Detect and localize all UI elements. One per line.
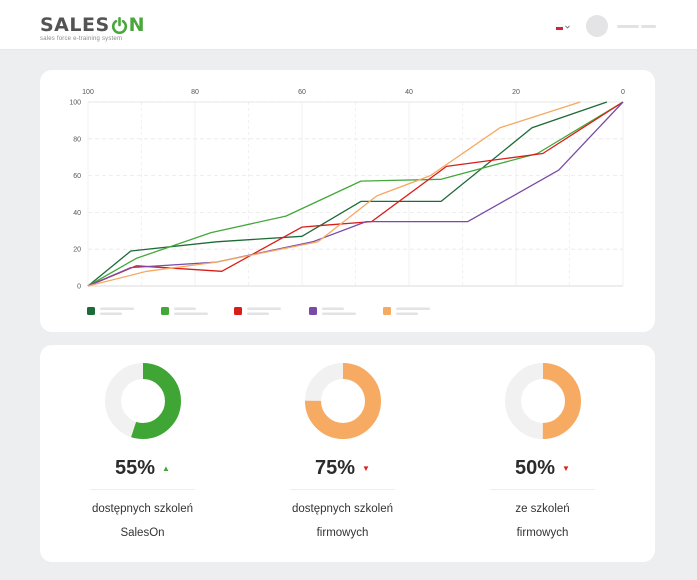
percent-row: 50% ▼ bbox=[440, 457, 645, 480]
stat-salesons-trainings: 55% ▲ dostępnych szkoleń SalesOn bbox=[40, 345, 245, 562]
series-line-series-4 bbox=[87, 101, 624, 287]
legend-label-bar bbox=[174, 307, 196, 310]
x-tick-label: 20 bbox=[512, 89, 520, 96]
legend-swatch-series-5 bbox=[383, 307, 391, 315]
stat-label-line1: dostępnych szkoleń bbox=[91, 503, 193, 515]
y-tick-label: 100 bbox=[69, 100, 81, 107]
user-avatar[interactable] bbox=[586, 15, 608, 37]
trend-up-icon: ▲ bbox=[162, 463, 170, 473]
stat-divider bbox=[490, 489, 595, 490]
logo-prefix: SALES bbox=[40, 14, 110, 36]
legend-label-bar bbox=[247, 307, 281, 310]
legend-label-bar bbox=[322, 307, 344, 310]
y-tick-label: 80 bbox=[73, 136, 81, 143]
y-tick-label: 40 bbox=[73, 210, 81, 217]
legend-swatch-series-1 bbox=[87, 307, 95, 315]
stat-from-company-trainings: 50% ▼ ze szkoleń firmowych bbox=[440, 345, 645, 562]
flag-pl-icon bbox=[556, 24, 563, 30]
donut-chart bbox=[505, 363, 581, 439]
x-tick-label: 0 bbox=[621, 89, 625, 96]
stats-card: 55% ▲ dostępnych szkoleń SalesOn 75% ▼ d… bbox=[40, 345, 655, 562]
x-tick-label: 60 bbox=[298, 89, 306, 96]
stat-divider bbox=[290, 489, 395, 490]
legend-label-bar bbox=[396, 307, 430, 310]
user-name-placeholder[interactable] bbox=[617, 25, 639, 28]
legend-label-bar bbox=[322, 312, 356, 315]
percent-value: 50% bbox=[515, 457, 556, 479]
legend-swatch-series-3 bbox=[234, 307, 242, 315]
trend-down-icon: ▼ bbox=[562, 463, 570, 473]
donut-fill bbox=[105, 363, 181, 439]
legend-label-bar bbox=[396, 312, 418, 315]
legend-swatch-series-2 bbox=[161, 307, 169, 315]
logo-tagline: sales force e-training system bbox=[40, 36, 123, 42]
legend-swatch-series-4 bbox=[309, 307, 317, 315]
series-line-series-1 bbox=[87, 101, 608, 287]
language-selector[interactable] bbox=[556, 24, 570, 30]
progress-chart-card: 0 20 40 60 80 100 100 80 60 40 20 0 bbox=[40, 70, 655, 332]
stat-label-line2: firmowych bbox=[516, 527, 569, 539]
percent-row: 55% ▲ bbox=[40, 457, 245, 480]
percent-row: 75% ▼ bbox=[240, 457, 445, 480]
stat-divider bbox=[90, 489, 195, 490]
stat-label-line2: firmowych bbox=[316, 527, 369, 539]
chevron-down-icon bbox=[565, 25, 570, 29]
trend-down-icon: ▼ bbox=[362, 463, 370, 473]
stat-label-line1: ze szkoleń bbox=[515, 503, 570, 515]
legend-label-bar bbox=[100, 312, 122, 315]
y-tick-label: 0 bbox=[77, 284, 81, 291]
legend-label-bar bbox=[174, 312, 208, 315]
user-role-placeholder[interactable] bbox=[641, 25, 656, 28]
x-tick-label: 80 bbox=[191, 89, 199, 96]
stat-company-trainings: 75% ▼ dostępnych szkoleń firmowych bbox=[240, 345, 445, 562]
x-tick-label: 100 bbox=[82, 89, 94, 96]
y-tick-label: 20 bbox=[73, 247, 81, 254]
salesons-logo[interactable]: SALES N sales force e-training system bbox=[40, 15, 145, 42]
logo-wordmark: SALES N bbox=[40, 15, 145, 35]
donut-chart bbox=[305, 363, 381, 439]
stat-label-line1: dostępnych szkoleń bbox=[291, 503, 393, 515]
legend-label-bar bbox=[247, 312, 269, 315]
donut-fill bbox=[305, 363, 381, 439]
series-line-series-2 bbox=[87, 101, 624, 287]
legend-label-bar bbox=[100, 307, 134, 310]
donut-chart bbox=[105, 363, 181, 439]
power-icon bbox=[111, 16, 128, 34]
series-line-series-5 bbox=[87, 101, 581, 287]
x-tick-label: 40 bbox=[405, 89, 413, 96]
series-line-series-3 bbox=[87, 101, 624, 287]
y-tick-label: 60 bbox=[73, 173, 81, 180]
percent-value: 75% bbox=[315, 457, 356, 479]
logo-suffix: N bbox=[128, 14, 146, 36]
top-bar: SALES N sales force e-training system bbox=[0, 0, 697, 50]
stat-label-line2: SalesOn bbox=[120, 527, 165, 539]
donut-fill bbox=[505, 363, 581, 439]
percent-value: 55% bbox=[115, 457, 156, 479]
